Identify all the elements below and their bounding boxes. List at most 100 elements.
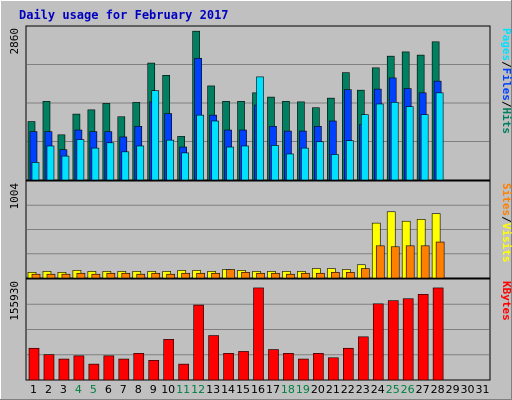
bar-sites bbox=[181, 272, 190, 279]
x-axis-day-label: 20 bbox=[311, 383, 325, 396]
bar-kbytes bbox=[193, 304, 204, 381]
bar-sites bbox=[256, 272, 265, 279]
bar-pages bbox=[435, 92, 444, 181]
bar-pages bbox=[286, 153, 294, 181]
bar-pages bbox=[181, 152, 189, 181]
pages-files-hits-legend-entry: / bbox=[500, 61, 512, 68]
bar-pages bbox=[166, 139, 175, 181]
x-axis-day-label: 3 bbox=[60, 383, 67, 396]
bar-sites bbox=[91, 273, 101, 279]
sites-visits-legend-entry: Sites bbox=[500, 183, 512, 216]
bar-sites bbox=[121, 272, 131, 279]
x-axis-day-label: 25 bbox=[386, 383, 400, 396]
bar-sites bbox=[286, 273, 295, 279]
bar-pages bbox=[346, 140, 354, 181]
bar-sites bbox=[420, 245, 430, 279]
pages-files-hits-legend-entry: Pages bbox=[500, 28, 512, 61]
bar-kbytes bbox=[223, 353, 234, 381]
bar-kbytes bbox=[208, 335, 219, 381]
bar-kbytes bbox=[103, 355, 115, 381]
bar-pages bbox=[316, 141, 324, 181]
sites-visits-legend-entry: / bbox=[500, 216, 512, 223]
bar-kbytes bbox=[417, 293, 429, 381]
bar-sites bbox=[375, 245, 385, 279]
bar-sites bbox=[31, 273, 41, 279]
chart-bars bbox=[27, 30, 445, 381]
bar-kbytes bbox=[372, 303, 384, 381]
bar-kbytes bbox=[28, 347, 40, 381]
bar-kbytes bbox=[328, 357, 339, 381]
bar-kbytes bbox=[357, 336, 369, 381]
bar-pages bbox=[31, 162, 40, 181]
bar-sites bbox=[46, 273, 56, 279]
x-axis-day-label: 27 bbox=[416, 383, 430, 396]
bar-sites bbox=[331, 272, 340, 279]
bar-kbytes bbox=[253, 287, 264, 381]
x-axis-day-label: 15 bbox=[236, 383, 250, 396]
x-axis-day-label: 12 bbox=[191, 383, 205, 396]
x-axis-day-label: 5 bbox=[90, 383, 97, 396]
x-axis-day-label: 16 bbox=[251, 383, 265, 396]
kbytes-legend-entry: KBytes bbox=[500, 281, 512, 321]
bar-pages bbox=[405, 106, 414, 181]
bar-kbytes bbox=[343, 347, 354, 381]
bar-pages bbox=[420, 114, 429, 181]
bar-pages bbox=[241, 145, 249, 181]
bar-kbytes bbox=[133, 353, 145, 381]
bar-sites bbox=[405, 245, 415, 279]
x-axis-day-label: 28 bbox=[431, 383, 445, 396]
bar-pages bbox=[375, 103, 384, 181]
pages-files-hits-legend-entry: Hits bbox=[500, 108, 512, 135]
x-axis-day-label: 7 bbox=[120, 383, 127, 396]
bar-sites bbox=[211, 272, 220, 279]
x-axis-day-label: 31 bbox=[476, 383, 490, 396]
bar-sites bbox=[106, 272, 116, 279]
x-axis-day-label: 13 bbox=[206, 383, 220, 396]
bar-kbytes bbox=[163, 339, 175, 381]
x-axis-day-label: 10 bbox=[161, 383, 175, 396]
x-axis-day-label: 4 bbox=[75, 383, 82, 396]
sites-visits-ymax-label: 1004 bbox=[8, 183, 21, 210]
bar-sites bbox=[226, 269, 235, 279]
bar-pages bbox=[151, 90, 160, 181]
bar-kbytes bbox=[402, 298, 414, 381]
bar-kbytes bbox=[387, 300, 399, 381]
bar-pages bbox=[256, 76, 264, 181]
bar-pages bbox=[271, 145, 279, 181]
bar-kbytes bbox=[298, 358, 309, 381]
bar-kbytes bbox=[313, 353, 324, 381]
bar-kbytes bbox=[118, 358, 130, 381]
bar-pages bbox=[331, 154, 339, 181]
bar-kbytes bbox=[178, 363, 189, 381]
kbytes-ymax-label: 155930 bbox=[8, 281, 21, 321]
sites-visits-legend: Sites/Visits bbox=[500, 183, 512, 263]
x-axis-day-label: 2 bbox=[45, 383, 52, 396]
x-axis-day-label: 14 bbox=[221, 383, 235, 396]
pages-files-hits-legend-entry: Files bbox=[500, 68, 512, 101]
bar-pages bbox=[46, 145, 55, 181]
x-axis-day-label: 9 bbox=[150, 383, 157, 396]
bar-pages bbox=[106, 142, 115, 181]
bar-pages bbox=[121, 151, 130, 181]
bar-kbytes bbox=[148, 360, 160, 381]
pages-files-hits-legend: Pages/Files/Hits bbox=[500, 28, 512, 134]
bar-kbytes bbox=[43, 354, 55, 381]
bar-sites bbox=[136, 273, 146, 279]
x-axis-day-label: 30 bbox=[461, 383, 475, 396]
bar-sites bbox=[346, 272, 355, 279]
bar-kbytes bbox=[283, 353, 294, 381]
x-axis-day-label: 11 bbox=[176, 383, 190, 396]
x-axis-day-label: 29 bbox=[446, 383, 460, 396]
bar-kbytes bbox=[88, 363, 100, 381]
bar-sites bbox=[151, 272, 161, 279]
pages-files-hits-ymax-label: 2860 bbox=[8, 28, 21, 55]
x-axis-day-label: 26 bbox=[401, 383, 415, 396]
bar-pages bbox=[196, 114, 204, 181]
bar-pages bbox=[301, 147, 309, 181]
bar-kbytes bbox=[432, 287, 444, 381]
pages-files-hits-legend-entry: / bbox=[500, 101, 512, 108]
bar-pages bbox=[226, 146, 234, 181]
bar-pages bbox=[61, 155, 70, 181]
x-axis-day-label: 22 bbox=[341, 383, 355, 396]
